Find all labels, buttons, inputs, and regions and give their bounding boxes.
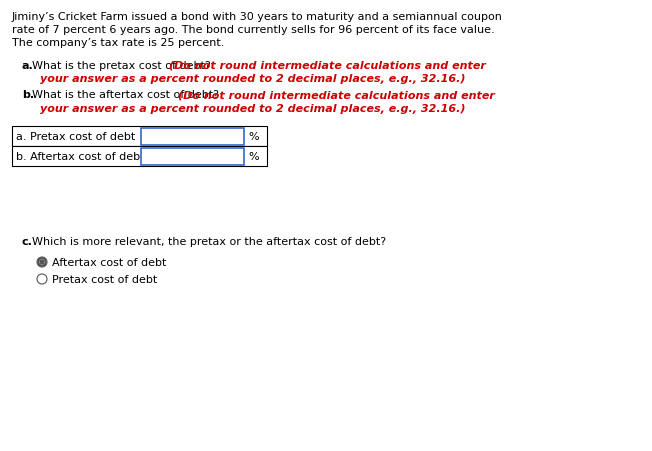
Text: rate of 7 percent 6 years ago. The bond currently sells for 96 percent of its fa: rate of 7 percent 6 years ago. The bond … (12, 25, 495, 35)
Text: (Do not round intermediate calculations and enter: (Do not round intermediate calculations … (177, 90, 494, 100)
Text: Pretax cost of debt: Pretax cost of debt (52, 274, 157, 285)
Bar (12, 147, 267, 166)
Circle shape (39, 260, 44, 265)
Text: your answer as a percent rounded to 2 decimal places, e.g., 32.16.): your answer as a percent rounded to 2 de… (40, 74, 466, 84)
Circle shape (37, 258, 47, 267)
Text: a.: a. (22, 61, 34, 71)
Text: %: % (248, 132, 259, 142)
Circle shape (37, 274, 47, 285)
Text: The company’s tax rate is 25 percent.: The company’s tax rate is 25 percent. (12, 38, 224, 48)
Bar (141, 128, 244, 145)
Text: your answer as a percent rounded to 2 decimal places, e.g., 32.16.): your answer as a percent rounded to 2 de… (40, 103, 466, 113)
Text: Which is more relevant, the pretax or the aftertax cost of debt?: Which is more relevant, the pretax or th… (32, 236, 386, 246)
Text: Aftertax cost of debt: Aftertax cost of debt (52, 258, 166, 267)
Text: b. Aftertax cost of debt: b. Aftertax cost of debt (16, 152, 145, 161)
Text: a. Pretax cost of debt: a. Pretax cost of debt (16, 132, 135, 142)
Text: c.: c. (22, 236, 33, 246)
Bar (12, 127, 267, 147)
Bar (141, 148, 244, 165)
Text: What is the aftertax cost of debt?: What is the aftertax cost of debt? (32, 90, 222, 100)
Text: %: % (248, 152, 259, 161)
Text: b.: b. (22, 90, 34, 100)
Text: What is the pretax cost of debt?: What is the pretax cost of debt? (32, 61, 215, 71)
Text: (Do not round intermediate calculations and enter: (Do not round intermediate calculations … (170, 61, 486, 71)
Text: Jiminy’s Cricket Farm issued a bond with 30 years to maturity and a semiannual c: Jiminy’s Cricket Farm issued a bond with… (12, 12, 503, 22)
